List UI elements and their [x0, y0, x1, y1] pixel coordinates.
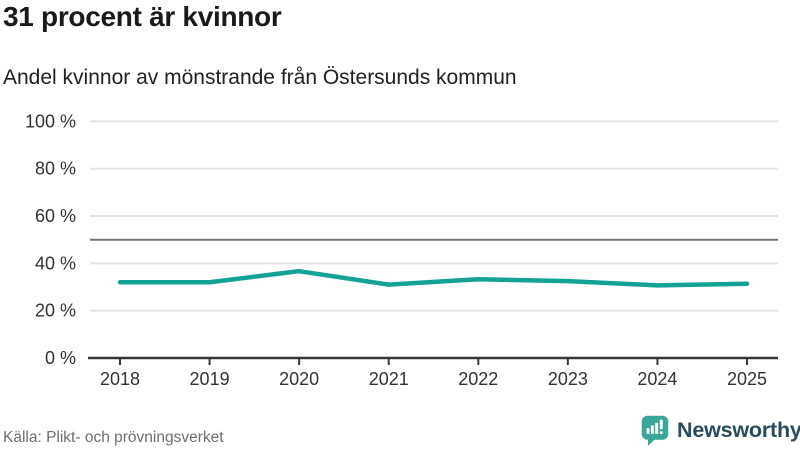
x-tick-label: 2020 — [279, 369, 319, 389]
newsworthy-mark-icon — [641, 415, 669, 446]
y-tick-label: 0 % — [45, 348, 76, 368]
y-tick-label: 100 % — [25, 111, 76, 131]
x-tick-label: 2018 — [100, 369, 140, 389]
x-tick-label: 2021 — [369, 369, 409, 389]
y-tick-label: 20 % — [35, 301, 76, 321]
chart-title: 31 procent är kvinnor — [3, 1, 282, 32]
chart-subtitle: Andel kvinnor av mönstrande från Östersu… — [3, 66, 517, 89]
x-tick-label: 2024 — [637, 369, 677, 389]
x-tick-label: 2022 — [458, 369, 498, 389]
y-tick-label: 60 % — [35, 206, 76, 226]
source-note: Källa: Plikt- och prövningsverket — [3, 429, 224, 446]
x-tick-label: 2025 — [727, 369, 767, 389]
y-tick-label: 40 % — [35, 253, 76, 273]
newsworthy-logo: Newsworthy — [641, 415, 800, 446]
y-tick-label: 80 % — [35, 159, 76, 179]
data-line — [117, 268, 750, 288]
x-tick-label: 2019 — [190, 369, 230, 389]
newsworthy-wordmark: Newsworthy — [677, 418, 800, 442]
x-tick-label: 2023 — [548, 369, 588, 389]
